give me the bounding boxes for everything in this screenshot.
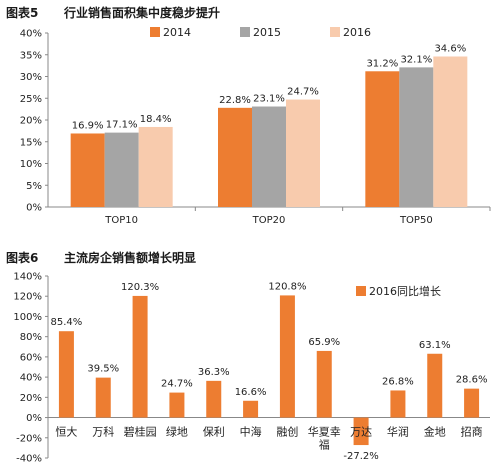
x-category-label: TOP10	[104, 215, 138, 226]
x-category-label: 碧桂园	[124, 425, 157, 439]
bar-金地	[427, 353, 443, 418]
data-label: 34.6%	[434, 43, 466, 54]
x-category-label: 华润	[387, 425, 409, 439]
bar-2016-TOP10	[138, 126, 173, 207]
y-tick-label: 120%	[13, 292, 42, 303]
bar-中海	[243, 400, 259, 418]
data-label: -27.2%	[343, 451, 378, 462]
x-category-label: 万达	[350, 426, 372, 439]
data-label: 23.1%	[253, 94, 285, 105]
legend-swatch-2014	[150, 27, 160, 37]
bar-2014-TOP10	[70, 133, 105, 207]
legend-label: 2014	[163, 26, 191, 39]
y-tick-label: 0%	[26, 203, 42, 214]
bar-2016-TOP20	[286, 99, 320, 207]
data-label: 26.8%	[382, 376, 414, 387]
data-label: 16.9%	[72, 120, 104, 131]
data-label: 16.6%	[235, 387, 267, 398]
bar-万科	[95, 377, 111, 418]
x-category-label: 融创	[276, 426, 298, 439]
data-label: 36.3%	[198, 367, 230, 378]
data-label: 17.1%	[106, 120, 138, 131]
bar-碧桂园	[132, 295, 148, 418]
bar-2016-TOP50	[433, 56, 468, 207]
data-label: 31.2%	[366, 58, 398, 69]
y-tick-label: 60%	[20, 352, 42, 363]
data-label: 18.4%	[140, 114, 172, 125]
y-tick-label: 40%	[20, 373, 42, 384]
y-tick-label: 140%	[13, 272, 42, 283]
y-tick-label: 0%	[26, 413, 42, 424]
bar-chart-growth: -40% -20% 0% 20% 40% 60% 80% 100% 120% 140% 85.4% 恒…	[13, 272, 490, 465]
legend-swatch-2016	[330, 27, 340, 37]
data-label: 24.7%	[161, 379, 193, 390]
x-category-label: TOP20	[252, 215, 286, 226]
data-label: 24.7%	[287, 87, 319, 98]
bar-2015-TOP10	[104, 132, 139, 207]
x-category-label: 绿地	[166, 425, 188, 439]
data-label: 28.6%	[456, 375, 488, 386]
bar-2015-TOP50	[399, 67, 434, 208]
bar-万达	[353, 417, 369, 446]
x-category-label: TOP50	[399, 215, 433, 226]
bar-保利	[206, 380, 222, 418]
bar-华夏幸福	[316, 350, 332, 418]
data-label: 85.4%	[51, 317, 83, 328]
bar-恒大	[58, 331, 74, 418]
legend-swatch-2015	[240, 27, 250, 37]
y-tick-label: 20%	[20, 393, 42, 404]
bar-绿地	[169, 392, 185, 418]
figure5-title: 行业销售面积集中度稳步提升	[63, 5, 220, 20]
y-tick-label: -20%	[16, 433, 42, 444]
x-category-label: 恒大	[55, 425, 77, 439]
y-tick-label: 15%	[20, 137, 42, 148]
bar-chart-concentration: 0% 5% 10% 15% 20% 25% 30% 35% 40% 16.9% 17.1%18.4%…	[20, 26, 491, 226]
y-tick-label: -40%	[16, 454, 42, 465]
data-label: 120.3%	[121, 282, 159, 293]
bar-2015-TOP20	[252, 106, 286, 207]
data-label: 63.1%	[419, 340, 451, 351]
x-category-label: 招商	[461, 425, 483, 439]
x-category-label: 华夏幸福	[308, 425, 341, 452]
x-category-label: 保利	[203, 425, 225, 439]
x-category-label: 金地	[424, 425, 446, 439]
y-tick-label: 25%	[20, 94, 42, 105]
y-tick-label: 10%	[20, 159, 42, 170]
data-label: 22.8%	[219, 95, 251, 106]
y-tick-label: 5%	[26, 181, 42, 192]
bar-招商	[464, 388, 480, 418]
y-tick-label: 80%	[20, 332, 42, 343]
data-label: 39.5%	[87, 364, 119, 375]
data-label: 32.1%	[400, 54, 432, 65]
y-tick-label: 20%	[20, 116, 42, 127]
x-category-label: 万科	[92, 425, 114, 439]
y-tick-label: 35%	[20, 50, 42, 61]
x-category-label: 中海	[240, 425, 262, 439]
legend-label: 2016	[343, 26, 371, 39]
data-label: 65.9%	[308, 337, 340, 348]
data-label: 120.8%	[268, 281, 306, 292]
y-tick-label: 40%	[20, 29, 42, 40]
figure5-number: 图表5	[6, 5, 38, 20]
bar-2014-TOP20	[218, 107, 252, 207]
figure6-number: 图表6	[6, 250, 38, 265]
bar-华润	[390, 390, 406, 418]
y-tick-label: 30%	[20, 72, 42, 83]
bar-融创	[279, 295, 295, 418]
figure6-title: 主流房企销售额增长明显	[64, 250, 196, 265]
legend-swatch-growth	[356, 286, 366, 296]
bar-2014-TOP50	[365, 71, 400, 207]
legend-label: 2015	[253, 26, 281, 39]
legend-label: 2016同比增长	[369, 284, 441, 298]
y-tick-label: 100%	[13, 312, 42, 323]
